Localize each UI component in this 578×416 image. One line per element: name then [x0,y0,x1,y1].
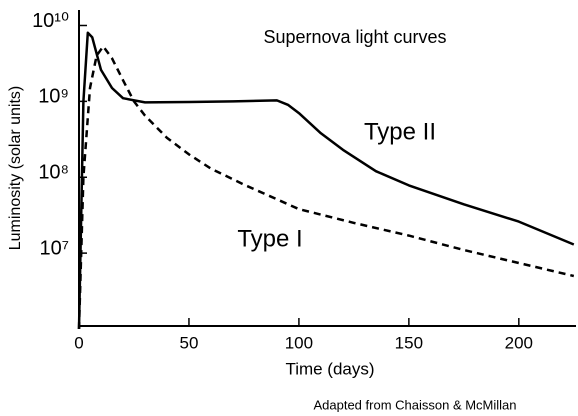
x-tick-label: 0 [74,333,83,352]
y-tick-label: 10⁷ [40,237,69,259]
source-note: Adapted from Chaisson & McMillan [313,397,516,412]
y-axis-label: Luminosity (solar units) [7,86,24,251]
x-tick-label: 150 [395,333,423,352]
x-tick-label: 100 [285,333,313,352]
y-tick-label: 10¹⁰ [32,10,69,32]
x-axis-label: Time (days) [285,359,374,378]
series-label: Type II [364,118,436,145]
series-line [77,45,575,330]
x-tick-label: 200 [505,333,533,352]
series-label: Type I [237,225,302,252]
series-line [77,31,575,330]
chart-title: Supernova light curves [263,27,446,47]
y-tick-label: 10⁹ [38,86,69,108]
x-tick-label: 50 [179,333,198,352]
y-tick-label: 10⁸ [38,162,69,184]
